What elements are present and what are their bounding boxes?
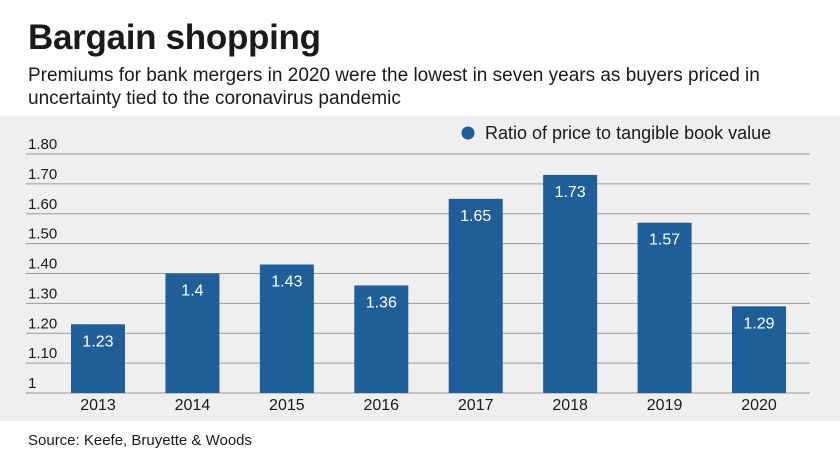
- bar: [259, 264, 314, 393]
- bar-value-label: 1.29: [743, 315, 774, 332]
- x-tick-label: 2018: [552, 397, 588, 414]
- chart-subtitle: Premiums for bank mergers in 2020 were t…: [28, 65, 760, 109]
- x-tick-label: 2014: [175, 397, 211, 414]
- bar: [448, 198, 503, 393]
- gridlines: [26, 153, 810, 394]
- bar-value-label: 1.4: [181, 283, 203, 300]
- bar: [71, 324, 125, 393]
- bar: [637, 222, 692, 393]
- x-tick-label: 2020: [741, 397, 777, 414]
- chart-panel: [0, 116, 840, 421]
- x-tick-label: 2015: [269, 397, 305, 414]
- bar: [354, 285, 409, 393]
- y-tick-label: 1.70: [28, 166, 57, 183]
- x-tick-label: 2016: [363, 397, 399, 414]
- bars: 1.23 1.4 1.43 1.36 1.65 1.73 1.57 1.29: [71, 174, 786, 393]
- source-note: Source: Keefe, Bruyette & Woods: [28, 432, 253, 449]
- chart-title: Bargain shopping: [28, 18, 321, 57]
- x-tick-label: 2013: [80, 397, 116, 414]
- bar: [165, 273, 220, 393]
- bar-value-label: 1.65: [460, 208, 491, 225]
- bar: [732, 306, 786, 393]
- y-tick-label: 1.40: [28, 256, 57, 273]
- legend: Ratio of price to tangible book value: [461, 123, 771, 143]
- y-tick-label: 1.80: [28, 136, 57, 153]
- y-tick-label: 1: [28, 375, 36, 392]
- y-tick-label: 1.10: [28, 345, 57, 362]
- bar-value-label: 1.73: [555, 184, 586, 201]
- bar-value-label: 1.23: [82, 333, 113, 350]
- y-tick-label: 1.50: [28, 226, 57, 243]
- legend-label: Ratio of price to tangible book value: [485, 123, 771, 143]
- bar-value-label: 1.36: [366, 294, 397, 311]
- bar: [543, 174, 598, 393]
- bar-value-label: 1.43: [271, 274, 302, 291]
- y-tick-label: 1.20: [28, 315, 57, 332]
- legend-marker: [461, 126, 475, 140]
- y-tick-label: 1.30: [28, 285, 57, 302]
- y-tick-label: 1.60: [28, 196, 57, 213]
- x-tick-label: 2019: [647, 397, 683, 414]
- bar-value-label: 1.57: [649, 232, 680, 249]
- x-axis-ticks: 2013 2014 2015 2016 2017 2018 2019 2020: [80, 397, 777, 414]
- y-axis-ticks: 1 1.10 1.20 1.30 1.40 1.50 1.60 1.70 1.80: [28, 136, 57, 392]
- x-tick-label: 2017: [458, 397, 494, 414]
